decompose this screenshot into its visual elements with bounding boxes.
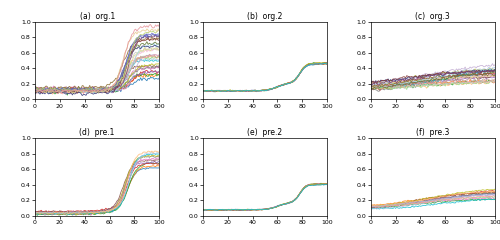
Title: (f)  pre.3: (f) pre.3: [416, 128, 450, 138]
Title: (e)  pre.2: (e) pre.2: [248, 128, 282, 138]
Title: (b)  org.2: (b) org.2: [248, 12, 282, 21]
Title: (d)  pre.1: (d) pre.1: [80, 128, 115, 138]
Title: (a)  org.1: (a) org.1: [80, 12, 115, 21]
Title: (c)  org.3: (c) org.3: [416, 12, 450, 21]
